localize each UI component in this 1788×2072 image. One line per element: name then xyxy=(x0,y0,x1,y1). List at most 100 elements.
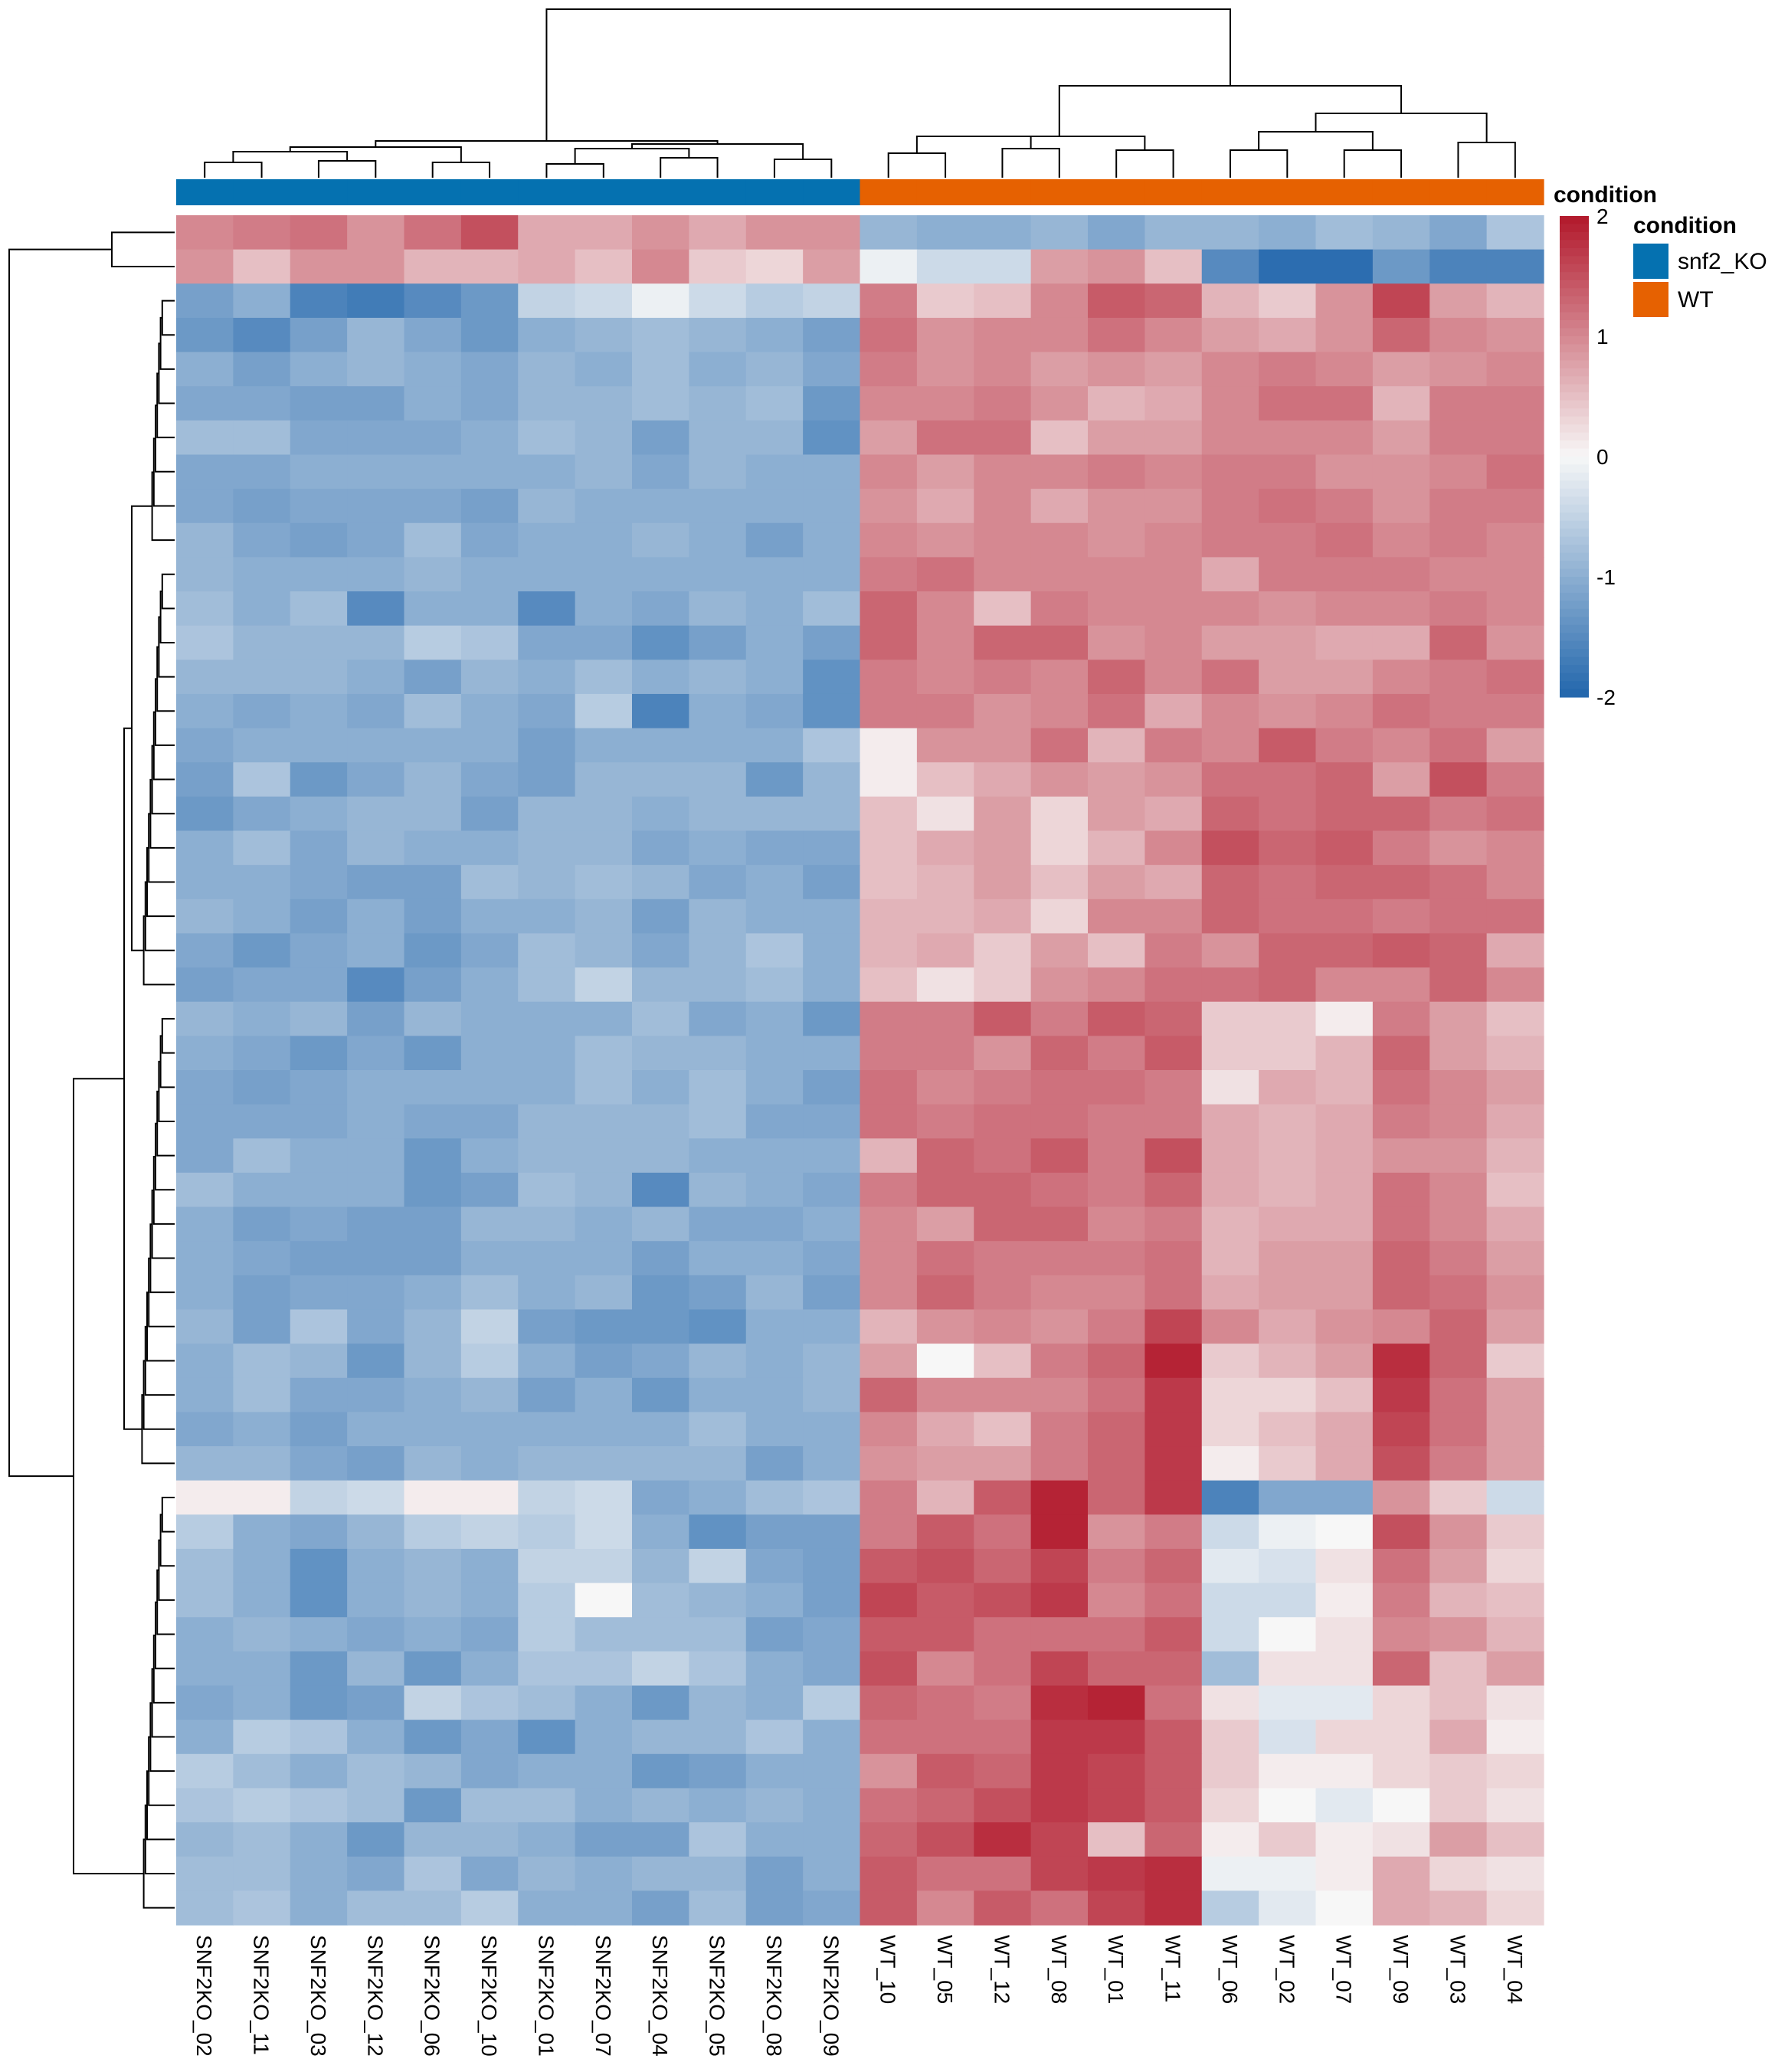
column-label: WT_11 xyxy=(1161,1935,1185,2002)
heatmap-cell-r30-c10 xyxy=(689,1206,747,1242)
heatmap-cell-r11-c2 xyxy=(233,557,291,592)
heatmap-cell-r44-c12 xyxy=(803,1685,861,1720)
heatmap-cell-r33-c20 xyxy=(1259,1309,1317,1344)
heatmap-cell-r3-c22 xyxy=(1372,283,1430,319)
column-label: WT_10 xyxy=(876,1935,900,2004)
heatmap-cell-r46-c4 xyxy=(347,1753,405,1789)
heatmap-cell-r34-c16 xyxy=(1030,1344,1089,1379)
heatmap-cell-r48-c17 xyxy=(1088,1822,1145,1858)
heatmap-cell-r45-c23 xyxy=(1429,1720,1488,1755)
heatmap-cell-r42-c8 xyxy=(575,1617,633,1652)
heatmap-cell-r31-c18 xyxy=(1145,1241,1203,1276)
heatmap-cell-r3-c4 xyxy=(347,283,405,319)
heatmap-cell-r38-c4 xyxy=(347,1480,405,1515)
row-dendrogram-link xyxy=(156,646,175,712)
heatmap-cell-r4-c14 xyxy=(916,317,974,353)
color-scale-segment xyxy=(1560,360,1589,369)
row-dendrogram-link xyxy=(8,248,112,1478)
heatmap-cell-r12-c12 xyxy=(803,591,861,627)
heatmap-cell-r44-c23 xyxy=(1429,1685,1488,1720)
heatmap-cell-r4-c3 xyxy=(290,317,348,353)
color-scale-segment xyxy=(1560,440,1589,450)
heatmap-cell-r41-c7 xyxy=(518,1583,576,1618)
heatmap-cell-r1-c20 xyxy=(1259,215,1317,250)
heatmap-cell-r23-c21 xyxy=(1315,967,1374,1003)
heatmap-cell-r12-c6 xyxy=(460,591,519,627)
heatmap-cell-r14-c1 xyxy=(176,660,234,695)
heatmap-cell-r30-c13 xyxy=(860,1206,918,1242)
heatmap-cell-r12-c23 xyxy=(1429,591,1488,627)
heatmap-cell-r37-c4 xyxy=(347,1446,405,1481)
heatmap-cell-r9-c14 xyxy=(916,489,974,524)
heatmap-cell-r13-c19 xyxy=(1201,625,1259,660)
heatmap-cell-r44-c19 xyxy=(1201,1685,1259,1720)
row-dendrogram-link xyxy=(156,372,175,439)
heatmap-cell-r21-c2 xyxy=(233,899,291,935)
heatmap-cell-r48-c18 xyxy=(1145,1822,1203,1858)
heatmap-cell-r30-c2 xyxy=(233,1206,291,1242)
heatmap-cell-r42-c5 xyxy=(404,1617,462,1652)
color-scale-segment xyxy=(1560,689,1589,698)
heatmap-cell-r10-c19 xyxy=(1201,522,1259,558)
heatmap-cell-r16-c8 xyxy=(575,728,633,763)
heatmap-cell-r8-c20 xyxy=(1259,454,1317,489)
heatmap-cell-r2-c5 xyxy=(404,249,462,284)
heatmap-cell-r16-c10 xyxy=(689,728,747,763)
heatmap-cell-r49-c9 xyxy=(632,1856,689,1891)
heatmap-cell-r49-c24 xyxy=(1486,1856,1544,1891)
heatmap-cell-r34-c5 xyxy=(404,1344,462,1379)
heatmap-cell-r27-c16 xyxy=(1030,1104,1089,1139)
heatmap-cell-r49-c11 xyxy=(745,1856,804,1891)
heatmap-cell-r11-c21 xyxy=(1315,557,1374,592)
color-scale-segment xyxy=(1560,408,1589,417)
heatmap-cell-r16-c9 xyxy=(632,728,689,763)
heatmap-cell-r45-c15 xyxy=(974,1720,1032,1755)
heatmap-cell-r37-c2 xyxy=(233,1446,291,1481)
heatmap-cell-r20-c7 xyxy=(518,865,576,900)
heatmap-cell-r47-c9 xyxy=(632,1788,689,1823)
heatmap-cell-r45-c2 xyxy=(233,1720,291,1755)
heatmap-cell-r43-c3 xyxy=(290,1651,348,1687)
heatmap-cell-r10-c9 xyxy=(632,522,689,558)
heatmap-cell-r31-c12 xyxy=(803,1241,861,1276)
heatmap-cell-r22-c23 xyxy=(1429,933,1488,968)
heatmap-cell-r25-c7 xyxy=(518,1036,576,1071)
column-label: SNF2KO_12 xyxy=(363,1935,387,2057)
heatmap-cell-r40-c18 xyxy=(1145,1548,1203,1584)
heatmap-cell-r28-c15 xyxy=(974,1138,1032,1173)
heatmap-cell-r43-c22 xyxy=(1372,1651,1430,1687)
heatmap-cell-r9-c5 xyxy=(404,489,462,524)
heatmap-cell-r29-c9 xyxy=(632,1172,689,1208)
heatmap-cell-r27-c8 xyxy=(575,1104,633,1139)
heatmap-cell-r35-c1 xyxy=(176,1377,234,1412)
heatmap-cell-r31-c22 xyxy=(1372,1241,1430,1276)
heatmap-cell-r48-c5 xyxy=(404,1822,462,1858)
heatmap-cell-r23-c20 xyxy=(1259,967,1317,1003)
heatmap-cell-r7-c8 xyxy=(575,420,633,456)
heatmap-cell-r2-c6 xyxy=(460,249,519,284)
annotation-cell-9 xyxy=(632,179,689,205)
heatmap-cell-r18-c6 xyxy=(460,796,519,832)
heatmap-cell-r37-c17 xyxy=(1088,1446,1145,1481)
column-dendrogram-link xyxy=(887,152,947,178)
heatmap-cell-r22-c5 xyxy=(404,933,462,968)
heatmap-cell-r1-c24 xyxy=(1486,215,1544,250)
heatmap-cell-r8-c12 xyxy=(803,454,861,489)
heatmap-cell-r48-c8 xyxy=(575,1822,633,1858)
heatmap-cell-r45-c8 xyxy=(575,1720,633,1755)
color-scale-tick-label: 1 xyxy=(1596,325,1609,349)
heatmap-cell-r4-c17 xyxy=(1088,317,1145,353)
heatmap-cell-r37-c13 xyxy=(860,1446,918,1481)
heatmap-cell-r9-c13 xyxy=(860,489,918,524)
heatmap-cell-r25-c20 xyxy=(1259,1036,1317,1071)
heatmap-cell-r41-c23 xyxy=(1429,1583,1488,1618)
heatmap-cell-r42-c7 xyxy=(518,1617,576,1652)
heatmap-cell-r23-c7 xyxy=(518,967,576,1003)
heatmap-cell-r33-c15 xyxy=(974,1309,1032,1344)
heatmap-cell-r1-c3 xyxy=(290,215,348,250)
heatmap-cell-r9-c18 xyxy=(1145,489,1203,524)
heatmap-cell-r16-c4 xyxy=(347,728,405,763)
heatmap-cell-r11-c13 xyxy=(860,557,918,592)
heatmap-cell-r18-c21 xyxy=(1315,796,1374,832)
heatmap-cell-r27-c7 xyxy=(518,1104,576,1139)
